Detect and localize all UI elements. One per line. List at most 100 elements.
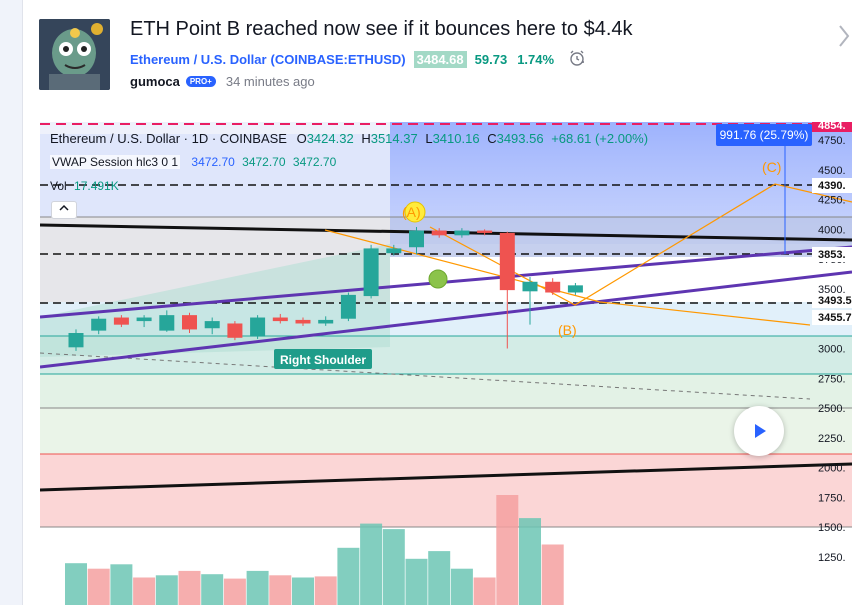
vwap-value-2: 3472.70 — [242, 155, 286, 169]
green-point-marker — [428, 269, 448, 289]
zone-red — [40, 454, 852, 527]
price-change: 59.73 — [474, 52, 508, 67]
candle — [91, 318, 107, 331]
author-line: gumoca PRO+ 34 minutes ago — [130, 74, 315, 89]
candle — [545, 281, 561, 293]
legend-h: 3514.37 — [370, 131, 418, 146]
idea-title[interactable]: ETH Point B reached now see if it bounce… — [130, 18, 633, 40]
price-tag-bg — [812, 178, 852, 193]
chevron-right-icon[interactable] — [838, 24, 850, 53]
volume-group — [65, 495, 564, 605]
volume-bar — [155, 575, 178, 605]
chart-canvas[interactable]: (A) (B) (C) Right Shoulder 991.76 (25.79… — [40, 122, 852, 605]
author-avatar[interactable] — [39, 19, 110, 90]
play-icon — [755, 424, 766, 438]
price-tag-3493: 3493.5 — [818, 295, 852, 307]
volume-bar — [65, 563, 87, 605]
axis-tick-label: 4250. — [818, 195, 846, 207]
volume-bar — [87, 568, 110, 605]
candle — [227, 323, 243, 338]
candle — [522, 281, 538, 292]
candle — [567, 285, 583, 293]
alarm-clock-icon[interactable] — [568, 49, 586, 70]
axis-tick-label: 3000. — [818, 344, 846, 356]
zone-green-light — [40, 408, 852, 454]
legend-l-label: L — [425, 131, 433, 146]
symbol-ticker[interactable]: COINBASE:ETHUSD — [274, 52, 402, 67]
wave-label-b: (B) — [558, 322, 577, 338]
right-shoulder-label: Right Shoulder — [280, 353, 366, 367]
price-tag-4390: 4390. — [818, 180, 846, 192]
a-point-marker — [404, 201, 426, 223]
volume-bar — [178, 570, 201, 605]
axis-tick-label: 2750. — [818, 373, 846, 385]
volume-bar — [337, 547, 360, 605]
candle — [272, 317, 288, 322]
volume-legend[interactable]: Vol 17.491K — [50, 179, 119, 193]
vwap-legend[interactable]: VWAP Session hlc3 0 1 3472.70 3472.70 34… — [50, 155, 336, 169]
volume-bar — [382, 529, 405, 605]
vol-value: 17.491K — [74, 179, 119, 193]
legend-collapse-button[interactable] — [51, 201, 77, 219]
vol-label: Vol — [50, 179, 67, 193]
candle — [431, 230, 447, 236]
price-tag-bg — [812, 293, 852, 308]
volume-bar — [496, 495, 519, 605]
symbol-ticker-link[interactable]: (COINBASE:ETHUSD) — [270, 52, 406, 67]
axis-tick-label: 4000. — [818, 224, 846, 236]
chevron-up-icon — [59, 204, 69, 211]
axis-tick-label: 1750. — [818, 492, 846, 504]
candle — [113, 317, 129, 325]
wave-label-c: (C) — [762, 159, 781, 175]
candle — [454, 230, 470, 236]
price-axis[interactable]: 4750.4500.4250.4000.3750.3500.3250.3000.… — [818, 135, 846, 564]
volume-bar — [473, 577, 496, 605]
trendline-black-bottom — [40, 462, 852, 492]
volume-bar — [450, 568, 473, 605]
zone-green — [40, 374, 852, 408]
volume-bar — [246, 570, 269, 605]
legend-l: 3410.16 — [432, 131, 480, 146]
price-tag-4854: 4854. — [818, 122, 846, 132]
vwap-label: VWAP Session hlc3 0 1 — [50, 155, 181, 169]
dashed-trend — [40, 352, 811, 400]
candle — [318, 319, 334, 324]
candle — [295, 319, 311, 324]
axis-tick-label: 2500. — [818, 403, 846, 415]
axis-tick-label: 2000. — [818, 463, 846, 475]
axis-tick-label: 4750. — [818, 135, 846, 147]
volume-bar — [314, 576, 337, 605]
candle — [250, 317, 266, 337]
candle — [182, 315, 197, 330]
price-change-percent: 1.74% — [517, 52, 555, 67]
trendline-purple-lower — [40, 270, 852, 369]
candle — [499, 232, 515, 291]
price-tag-3853: 3853. — [818, 249, 846, 261]
volume-bar — [519, 518, 541, 605]
axis-tick-label: 3500. — [818, 284, 846, 296]
author-name-link[interactable]: gumoca — [130, 74, 180, 89]
volume-bar — [269, 575, 292, 605]
published-time: 34 minutes ago — [225, 74, 315, 89]
legend-change: +68.61 (+2.00%) — [551, 131, 649, 146]
symbol-line: Ethereum / U.S. Dollar (COINBASE:ETHUSD)… — [130, 49, 586, 70]
pro-plus-badge: PRO+ — [185, 76, 216, 87]
symbol-name-link[interactable]: Ethereum / U.S. Dollar — [130, 52, 267, 67]
candle — [204, 321, 220, 329]
vwap-value-3: 3472.70 — [292, 155, 337, 169]
volume-bar — [428, 551, 451, 605]
axis-tick-label: 1250. — [818, 552, 846, 564]
legend-h-label: H — [361, 131, 371, 146]
candle — [340, 294, 356, 319]
chart-legend-main[interactable]: Ethereum / U.S. Dollar · 1D · COINBASE O… — [50, 131, 648, 146]
measure-label: 991.76 (25.79%) — [720, 128, 809, 142]
chart-area[interactable]: (A) (B) (C) Right Shoulder 991.76 (25.79… — [40, 122, 852, 605]
play-button[interactable] — [734, 406, 784, 456]
volume-bar — [541, 544, 564, 605]
candle — [159, 315, 175, 331]
candles-group — [68, 226, 583, 351]
axis-tick-label: 2250. — [818, 433, 846, 445]
price-tag-bg — [812, 247, 852, 262]
candle — [68, 333, 84, 348]
legend-c: 3493.56 — [496, 131, 544, 146]
